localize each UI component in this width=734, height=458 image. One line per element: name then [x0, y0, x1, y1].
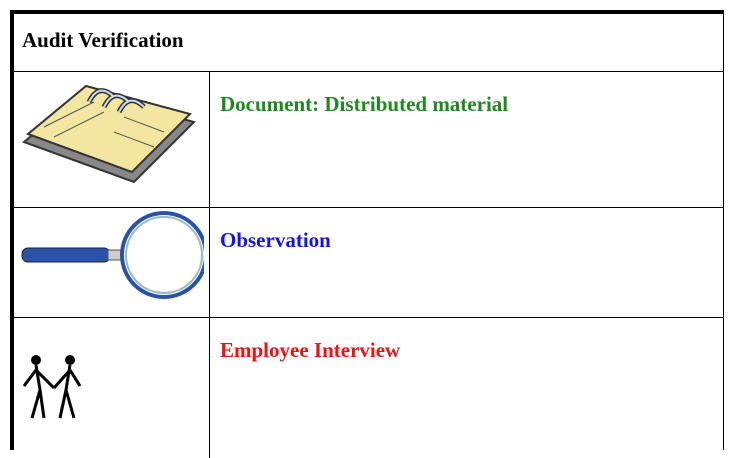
header-title: Audit Verification — [22, 28, 184, 52]
row-label: Document: Distributed material — [220, 92, 509, 116]
audit-table: Audit Verification Document: Distributed… — [10, 10, 724, 458]
icon-cell — [14, 72, 210, 207]
icon-cell — [14, 318, 210, 458]
people-icon — [22, 355, 82, 419]
table-row: Observation — [14, 208, 723, 318]
table-row: Employee Interview — [14, 318, 723, 458]
row-label: Observation — [220, 228, 331, 252]
table-header: Audit Verification — [14, 14, 723, 72]
book-icon — [22, 84, 196, 184]
icon-cell — [14, 208, 210, 317]
page: Audit Verification Document: Distributed… — [10, 10, 724, 458]
table-row: Document: Distributed material — [14, 72, 723, 208]
row-label: Employee Interview — [220, 338, 401, 362]
magnifier-icon — [21, 211, 208, 299]
